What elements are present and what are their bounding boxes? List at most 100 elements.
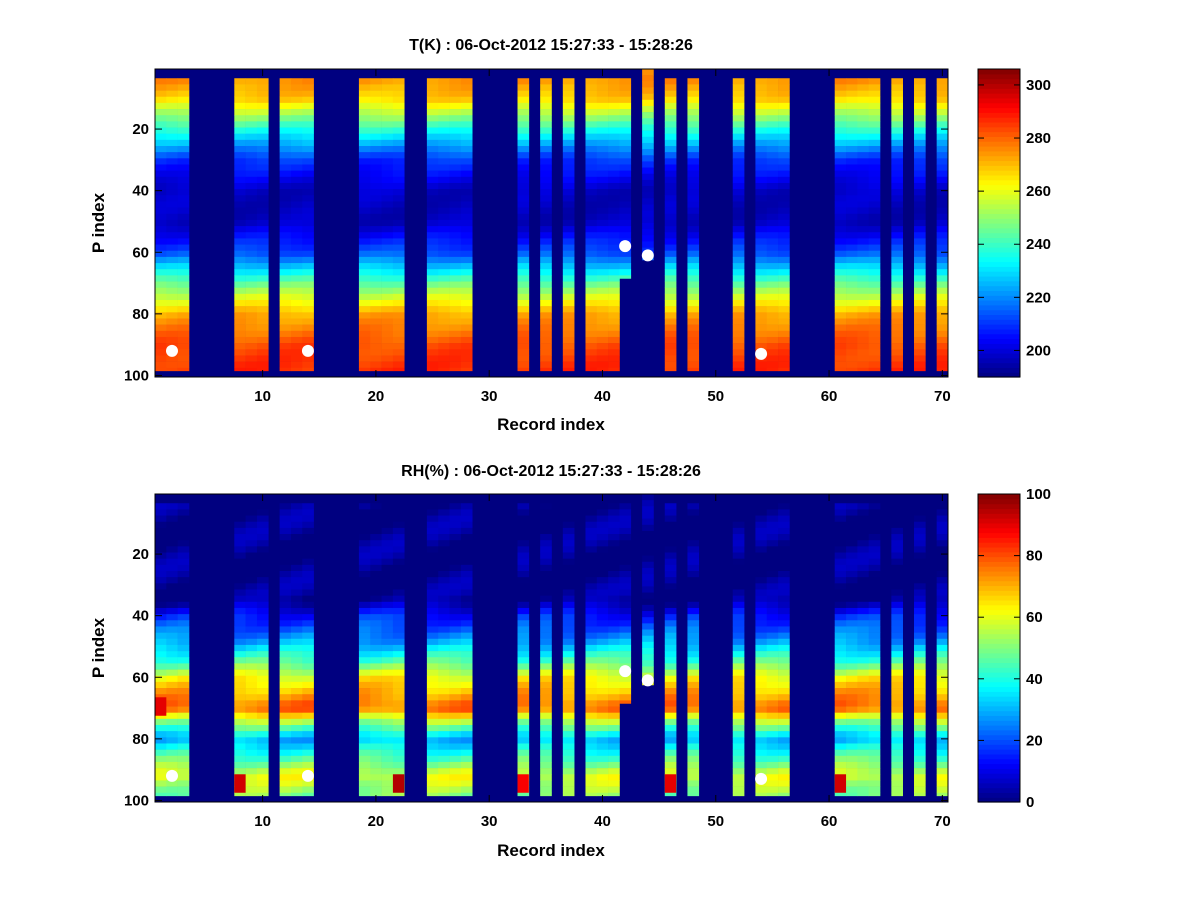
heatmap-cell — [256, 792, 269, 797]
heatmap-cell — [868, 700, 881, 707]
heatmap-cell — [857, 731, 869, 738]
heatmap-cell — [766, 651, 779, 658]
heatmap-cell — [755, 792, 768, 797]
heatmap-cell — [857, 300, 869, 307]
heatmap-cell — [732, 189, 745, 196]
heatmap-cell — [778, 688, 790, 695]
heatmap-cell — [834, 306, 847, 313]
heatmap-cell — [936, 238, 949, 245]
heatmap-cell — [177, 207, 190, 215]
heatmap-cell — [687, 503, 700, 510]
heatmap-cell — [449, 336, 462, 344]
heatmap-cell — [834, 552, 847, 559]
heatmap-cell — [177, 558, 190, 566]
heatmap-cell — [166, 663, 178, 670]
heatmap-cell — [370, 786, 382, 794]
heatmap-cell — [234, 367, 246, 372]
heatmap-cell — [290, 564, 303, 572]
heatmap-cell — [936, 343, 949, 350]
heatmap-cell — [562, 718, 575, 726]
heatmap-cell — [766, 109, 779, 116]
heatmap-cell — [245, 189, 258, 196]
heatmap-cell — [664, 669, 677, 677]
heatmap-cell — [290, 552, 303, 559]
heatmap-cell — [449, 534, 462, 541]
heatmap-cell — [256, 78, 269, 85]
heatmap-cell — [778, 694, 790, 701]
heatmap-cell — [290, 571, 303, 578]
heatmap-cell — [585, 349, 598, 356]
heatmap-cell — [392, 182, 405, 190]
heatmap-cell — [460, 115, 473, 122]
heatmap-cell — [540, 706, 552, 713]
heatmap-cell — [358, 324, 371, 332]
heatmap-cell — [166, 509, 178, 516]
heatmap-cell — [358, 527, 371, 535]
heatmap-cell — [449, 158, 462, 165]
heatmap-cell — [540, 632, 552, 640]
heatmap-cell — [517, 651, 530, 658]
heatmap-cell — [868, 601, 881, 609]
heatmap-cell — [766, 688, 779, 695]
heatmap-cell — [755, 527, 768, 535]
heatmap-cell — [234, 269, 246, 276]
heatmap-cell — [732, 207, 745, 215]
heatmap-cell — [868, 589, 881, 596]
heatmap-cell — [279, 78, 292, 85]
heatmap-cell — [256, 688, 269, 695]
heatmap-cell — [426, 238, 439, 245]
heatmap-cell — [619, 552, 632, 559]
heatmap-cell — [234, 146, 246, 153]
heatmap-cell — [868, 293, 881, 301]
heatmap-cell — [177, 663, 190, 670]
heatmap-cell — [245, 681, 258, 689]
heatmap-cell — [426, 170, 439, 178]
heatmap-cell — [562, 786, 575, 794]
heatmap-cell — [687, 688, 700, 695]
heatmap-cell — [302, 213, 314, 221]
heatmap-cell — [449, 109, 462, 116]
heatmap-cell — [596, 256, 609, 264]
heatmap-cell — [438, 293, 450, 301]
heatmap-cell — [857, 626, 869, 633]
heatmap-cell — [234, 737, 246, 744]
heatmap-cell — [687, 725, 700, 732]
heatmap-cell — [166, 90, 178, 98]
heatmap-cell — [687, 509, 700, 516]
heatmap-cell — [370, 367, 382, 372]
heatmap-cell — [449, 306, 462, 313]
heatmap-cell — [766, 226, 779, 233]
heatmap-cell — [834, 601, 847, 609]
heatmap-cell — [245, 755, 258, 763]
heatmap-cell — [914, 749, 926, 757]
heatmap-cell — [358, 700, 371, 707]
heatmap-cell — [596, 226, 609, 233]
heatmap-cell — [438, 300, 450, 307]
heatmap-cell — [155, 238, 167, 245]
heatmap-cell — [778, 96, 790, 104]
heatmap-cell — [426, 213, 439, 221]
colorbar-segment — [978, 648, 1020, 654]
heatmap-cell — [290, 318, 303, 325]
heatmap-cell — [370, 669, 382, 677]
heatmap-cell — [540, 300, 552, 307]
heatmap-cell — [426, 700, 439, 707]
heatmap-cell — [857, 121, 869, 128]
heatmap-cell — [290, 275, 303, 282]
heatmap-cell — [732, 761, 745, 769]
colorbar-segment — [978, 744, 1020, 750]
heatmap-cell — [245, 620, 258, 627]
heatmap-cell — [664, 651, 677, 658]
heatmap-cell — [279, 84, 292, 91]
heatmap-cell — [857, 620, 869, 627]
heatmap-cell — [460, 589, 473, 596]
heatmap-cell — [834, 250, 847, 258]
heatmap-cell — [755, 170, 768, 178]
heatmap-cell — [642, 81, 654, 88]
heatmap-cell — [778, 725, 790, 732]
heatmap-cell — [585, 195, 598, 202]
heatmap-cell — [177, 534, 190, 541]
heatmap-cell — [392, 312, 405, 319]
heatmap-cell — [358, 564, 371, 572]
heatmap-cell — [234, 306, 246, 313]
